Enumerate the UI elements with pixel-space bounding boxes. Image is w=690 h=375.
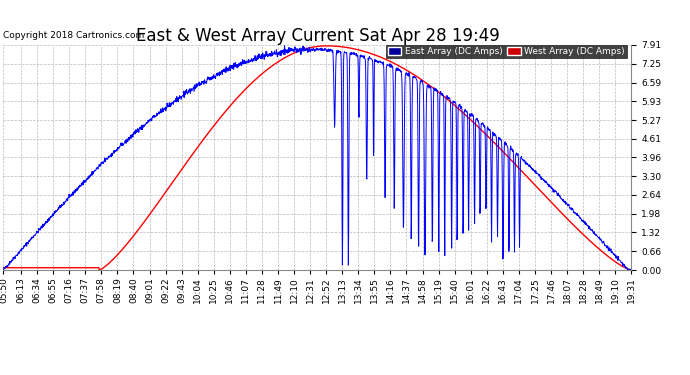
Title: East & West Array Current Sat Apr 28 19:49: East & West Array Current Sat Apr 28 19:… (135, 27, 500, 45)
Text: Copyright 2018 Cartronics.com: Copyright 2018 Cartronics.com (3, 32, 145, 40)
Legend: East Array (DC Amps), West Array (DC Amps): East Array (DC Amps), West Array (DC Amp… (386, 45, 627, 58)
